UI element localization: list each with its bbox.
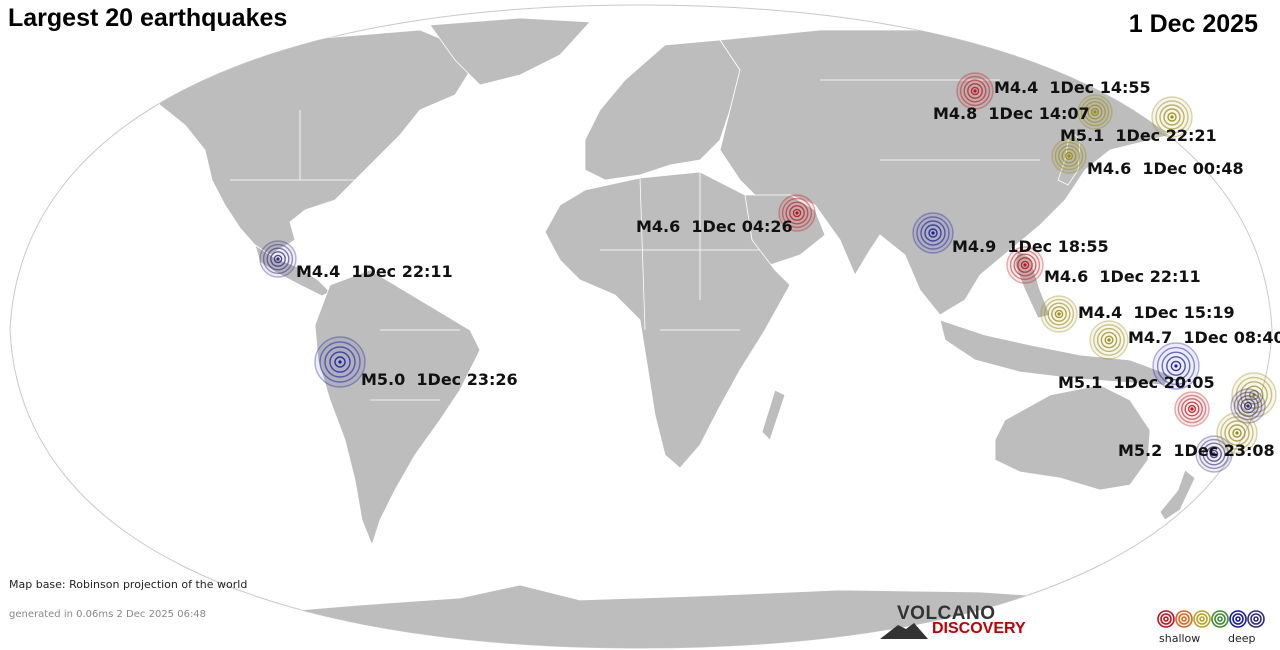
quake-label: M4.4 1Dec 22:11 [296, 262, 453, 281]
earthquake-marker[interactable] [1174, 391, 1210, 427]
earthquake-marker[interactable] [1089, 320, 1129, 360]
legend-ring [1211, 610, 1229, 628]
landmass-indonesia [939, 319, 1171, 386]
volcanodiscovery-logo[interactable]: VOLCANO DISCOVERY [880, 603, 1040, 639]
legend-ring [1253, 616, 1259, 622]
landmass-south-america [314, 269, 481, 547]
logo-text-discovery: DISCOVERY [932, 620, 1026, 637]
legend-ring [1160, 613, 1172, 625]
landmass-europe [584, 39, 741, 181]
mountain-icon [880, 623, 928, 639]
landmass-north-america [139, 29, 481, 256]
quake-label: M4.6 1Dec 22:11 [1044, 267, 1201, 286]
quake-label: M5.0 1Dec 23:26 [361, 370, 518, 389]
legend-ring [1229, 610, 1247, 628]
earthquake-marker[interactable] [1230, 388, 1266, 424]
quake-label: M4.6 1Dec 00:48 [1087, 159, 1244, 178]
earthquake-marker[interactable] [1216, 412, 1258, 454]
legend-ring [1196, 613, 1208, 625]
landmass-madagascar [761, 389, 786, 441]
landmass-new-zealand [1159, 469, 1196, 521]
border-lines [230, 79, 1040, 401]
legend-ring [1247, 610, 1265, 628]
earthquake-marker[interactable] [1152, 342, 1200, 390]
earthquake-marker[interactable] [1006, 246, 1044, 284]
logo-text-volcano: VOLCANO [897, 603, 996, 624]
depth-legend: shallow deep [1157, 606, 1267, 646]
legend-ring [1181, 616, 1187, 622]
landmass-australia [994, 384, 1151, 491]
legend-ring [1235, 616, 1241, 622]
earthquake-marker[interactable] [778, 194, 816, 232]
legend-ring [1175, 610, 1193, 628]
depth-legend-rings [1157, 610, 1265, 628]
earthquake-markers [259, 72, 1277, 473]
earthquake-marker[interactable] [1051, 138, 1087, 174]
legend-ring [1250, 613, 1262, 625]
earthquake-marker[interactable] [259, 240, 297, 278]
landmass-africa [544, 171, 791, 469]
earthquake-marker[interactable] [912, 212, 954, 254]
earthquake-marker[interactable] [1077, 94, 1113, 130]
legend-ring [1157, 610, 1175, 628]
quake-label: M5.1 1Dec 22:21 [1060, 126, 1217, 145]
landmass-greenland [429, 17, 591, 86]
legend-ring [1193, 610, 1211, 628]
quake-label: M4.4 1Dec 14:55 [994, 78, 1151, 97]
legend-deep-label: deep [1228, 632, 1256, 645]
map-title: Largest 20 earthquakes [8, 4, 288, 32]
quake-label: M4.4 1Dec 15:19 [1078, 303, 1235, 322]
legend-ring [1214, 613, 1226, 625]
quake-label: M5.1 1Dec 20:05 [1058, 373, 1215, 392]
legend-shallow-label: shallow [1159, 632, 1201, 645]
earthquake-marker[interactable] [314, 336, 366, 388]
legend-ring [1232, 613, 1244, 625]
legend-ring [1178, 613, 1190, 625]
map-base-note: Map base: Robinson projection of the wor… [9, 578, 248, 591]
legend-ring [1163, 616, 1169, 622]
legend-ring [1217, 616, 1223, 622]
quake-label: M4.7 1Dec 08:40 [1128, 328, 1280, 347]
quake-label: M5.2 1Dec 23:08 [1118, 441, 1275, 460]
earthquake-marker[interactable] [956, 72, 994, 110]
earthquake-marker[interactable] [1040, 295, 1078, 333]
quake-label: M4.9 1Dec 18:55 [952, 237, 1109, 256]
quake-label: M4.8 1Dec 14:07 [933, 104, 1090, 123]
legend-ring [1199, 616, 1205, 622]
earthquake-marker[interactable] [1195, 435, 1233, 473]
earthquake-marker[interactable] [1151, 96, 1193, 138]
map-date: 1 Dec 2025 [1128, 10, 1258, 38]
quake-label: M4.6 1Dec 04:26 [636, 217, 793, 236]
generated-info: generated in 0.06ms 2 Dec 2025 06:48 [9, 609, 207, 620]
